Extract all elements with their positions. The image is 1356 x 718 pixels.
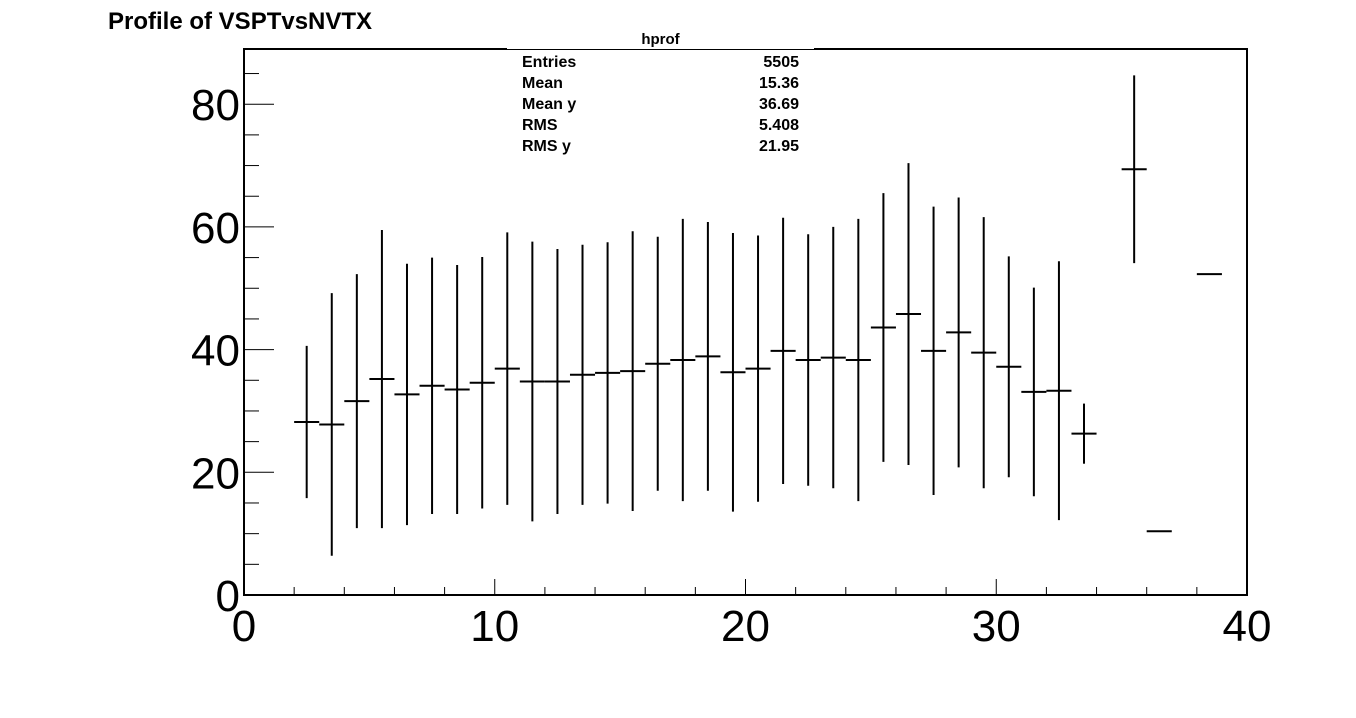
data-point xyxy=(494,232,520,505)
data-point xyxy=(1071,403,1097,464)
data-point xyxy=(670,218,696,502)
stats-row-rms-y: RMS y 21.95 xyxy=(522,136,799,157)
data-point xyxy=(344,274,370,529)
stats-label: RMS y xyxy=(522,138,571,155)
data-point xyxy=(394,263,420,526)
data-point xyxy=(419,257,445,515)
data-point xyxy=(870,193,896,462)
data-point xyxy=(921,206,947,496)
stats-row-entries: Entries 5505 xyxy=(522,52,799,73)
data-point xyxy=(971,217,997,489)
data-point xyxy=(569,244,596,505)
stats-label: RMS xyxy=(522,117,558,134)
x-tick-label: 20 xyxy=(721,602,770,651)
data-point xyxy=(1121,75,1147,264)
y-tick-label: 80 xyxy=(191,81,240,130)
data-points xyxy=(294,75,1222,556)
data-point xyxy=(620,231,646,511)
stats-value: 21.95 xyxy=(758,138,799,155)
stats-value: 5.408 xyxy=(758,117,799,134)
y-tick-label: 60 xyxy=(191,204,240,253)
data-point xyxy=(369,229,395,529)
stats-row-mean-y: Mean y 36.69 xyxy=(522,94,799,115)
tick-labels: 0 10 20 30 40 0 20 40 60 80 xyxy=(191,81,1271,651)
x-tick-label: 30 xyxy=(972,602,1021,651)
data-point xyxy=(770,217,796,484)
y-tick-label: 20 xyxy=(191,449,240,498)
stats-box: hprof Entries 5505 Mean 15.36 Mean y 36.… xyxy=(507,31,814,161)
data-point xyxy=(544,248,570,515)
data-point xyxy=(946,197,972,468)
data-point xyxy=(595,242,621,504)
chart-title: Profile of VSPTvsNVTX xyxy=(108,8,373,35)
data-point xyxy=(319,293,345,556)
stats-value: 15.36 xyxy=(758,75,799,92)
stats-value: 36.69 xyxy=(758,96,799,113)
data-point xyxy=(469,256,495,509)
stats-row-rms: RMS 5.408 xyxy=(522,115,799,136)
data-point xyxy=(720,233,746,512)
data-point xyxy=(695,222,721,491)
data-point xyxy=(845,218,871,502)
stats-box-name: hprof xyxy=(507,31,814,50)
stats-label: Mean xyxy=(522,75,563,92)
data-point xyxy=(519,241,545,522)
stats-row-mean: Mean 15.36 xyxy=(522,73,799,94)
data-point xyxy=(996,256,1022,478)
data-point xyxy=(444,264,470,515)
x-tick-label: 0 xyxy=(232,602,256,651)
stats-value: 5505 xyxy=(763,54,799,71)
x-tick-label: 40 xyxy=(1223,602,1272,651)
data-point xyxy=(1021,287,1047,497)
data-point xyxy=(795,234,821,486)
stats-label: Entries xyxy=(522,54,577,71)
y-tick-label: 0 xyxy=(216,572,240,621)
data-point xyxy=(645,236,671,491)
data-point xyxy=(745,235,771,502)
x-tick-label: 10 xyxy=(470,602,519,651)
data-point xyxy=(1046,261,1072,521)
stats-label: Mean y xyxy=(522,96,577,113)
data-point xyxy=(820,226,846,489)
data-point xyxy=(895,163,922,465)
data-point xyxy=(294,345,320,499)
y-tick-label: 40 xyxy=(191,327,240,376)
